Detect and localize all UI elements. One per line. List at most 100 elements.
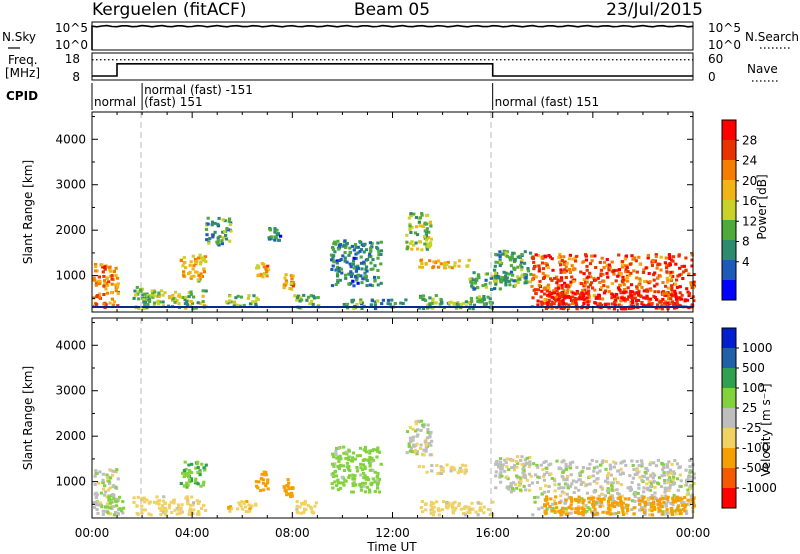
range-gate-cell (344, 456, 348, 460)
range-gate-cell (551, 502, 555, 506)
range-gate-cell (669, 507, 674, 511)
range-gate-cell (273, 227, 277, 231)
range-gate-cell (650, 513, 655, 517)
range-gate-cell (190, 301, 195, 305)
range-gate-cell (498, 255, 502, 259)
range-gate-cell (118, 507, 122, 511)
range-gate-cell (376, 276, 381, 280)
range-gate-cell (434, 260, 438, 264)
range-gate-cell (429, 224, 433, 228)
range-gate-cell (228, 294, 232, 298)
range-gate-cell (198, 277, 202, 281)
range-gate-cell (537, 507, 541, 511)
range-gate-cell (430, 469, 434, 473)
range-gate-cell (470, 299, 474, 303)
range-gate-cell (224, 237, 229, 241)
range-gate-cell (602, 497, 606, 501)
range-gate-cell (336, 488, 340, 492)
range-gate-cell (569, 466, 573, 470)
range-gate-cell (652, 273, 656, 277)
range-gate-cell (102, 284, 106, 288)
range-gate-cell (664, 256, 668, 260)
range-gate-cell (550, 257, 554, 261)
range-gate-cell (563, 507, 567, 510)
range-gate-cell (108, 497, 112, 501)
range-gate-cell (507, 272, 511, 276)
range-gate-cell (360, 468, 365, 472)
range-gate-cell (334, 474, 339, 478)
range-gate-cell (565, 291, 569, 295)
range-gate-cell (93, 474, 97, 478)
range-gate-cell (665, 270, 669, 274)
range-gate-cell (358, 240, 362, 244)
range-gate-cell (668, 468, 672, 472)
range-gate-cell (342, 451, 346, 455)
range-gate-cell (548, 255, 552, 259)
range-gate-cell (101, 509, 105, 513)
range-gate-cell (671, 478, 675, 482)
range-gate-cell (668, 257, 672, 260)
range-gate-cell (94, 501, 98, 504)
range-gate-cell (248, 302, 253, 306)
range-gate-cell (553, 479, 557, 483)
range-gate-cell (582, 481, 586, 485)
range-gate-cell (588, 475, 592, 479)
range-gate-cell (542, 267, 546, 271)
range-gate-cell (581, 294, 586, 298)
range-gate-cell (523, 473, 527, 477)
range-gate-cell (618, 472, 622, 476)
range-gate-cell (640, 464, 644, 468)
colorbar-swatch (722, 200, 736, 220)
range-gate-cell (538, 476, 542, 479)
range-gate-cell (111, 303, 115, 307)
range-gate-cell (186, 483, 190, 487)
range-gate-cell (349, 265, 353, 269)
range-gate-cell (623, 257, 627, 261)
range-gate-cell (488, 297, 492, 301)
range-gate-cell (224, 233, 228, 237)
range-gate-cell (425, 436, 430, 440)
colorbar-tick-label: -25 (742, 421, 762, 435)
range-gate-cell (335, 272, 340, 276)
noise-left-tick-bottom: 10^0 (55, 38, 88, 52)
range-gate-cell (331, 452, 335, 456)
range-gate-cell (237, 501, 241, 505)
range-gate-cell (547, 293, 551, 297)
range-gate-cell (344, 273, 348, 277)
range-gate-cell (617, 492, 621, 496)
range-gate-cell (547, 485, 551, 488)
range-gate-cell (241, 507, 245, 511)
range-gate-cell (560, 291, 564, 295)
range-gate-cell (110, 500, 114, 504)
range-gate-cell (668, 476, 672, 480)
range-gate-cell (429, 503, 433, 507)
range-gate-cell (419, 296, 423, 300)
range-gate-cell (612, 460, 616, 464)
range-gate-cell (106, 511, 110, 514)
range-gate-cell (648, 480, 652, 484)
range-gate-cell (336, 239, 340, 243)
range-gate-cell (468, 511, 472, 515)
colorbar-swatch (722, 328, 736, 348)
range-gate-cell (348, 469, 352, 473)
range-gate-cell (282, 485, 286, 489)
range-gate-cell (646, 497, 650, 501)
range-gate-cell (678, 465, 682, 469)
range-gate-cell (564, 501, 568, 505)
range-gate-cell (379, 249, 384, 253)
range-gate-cell (354, 252, 358, 256)
range-gate-cell (621, 260, 625, 263)
range-gate-cell (411, 435, 416, 439)
range-gate-cell (414, 429, 418, 433)
range-gate-cell (618, 283, 622, 287)
range-gate-cell (645, 487, 649, 491)
range-gate-cell (561, 470, 565, 474)
range-gate-cell (288, 287, 292, 290)
range-gate-cell (565, 261, 569, 265)
range-gate-cell (650, 509, 654, 513)
range-gate-cell (669, 270, 673, 274)
range-gate-cell (337, 467, 341, 471)
range-gate-cell (676, 507, 680, 511)
range-gate-cell (187, 475, 191, 478)
range-gate-cell (593, 509, 597, 513)
